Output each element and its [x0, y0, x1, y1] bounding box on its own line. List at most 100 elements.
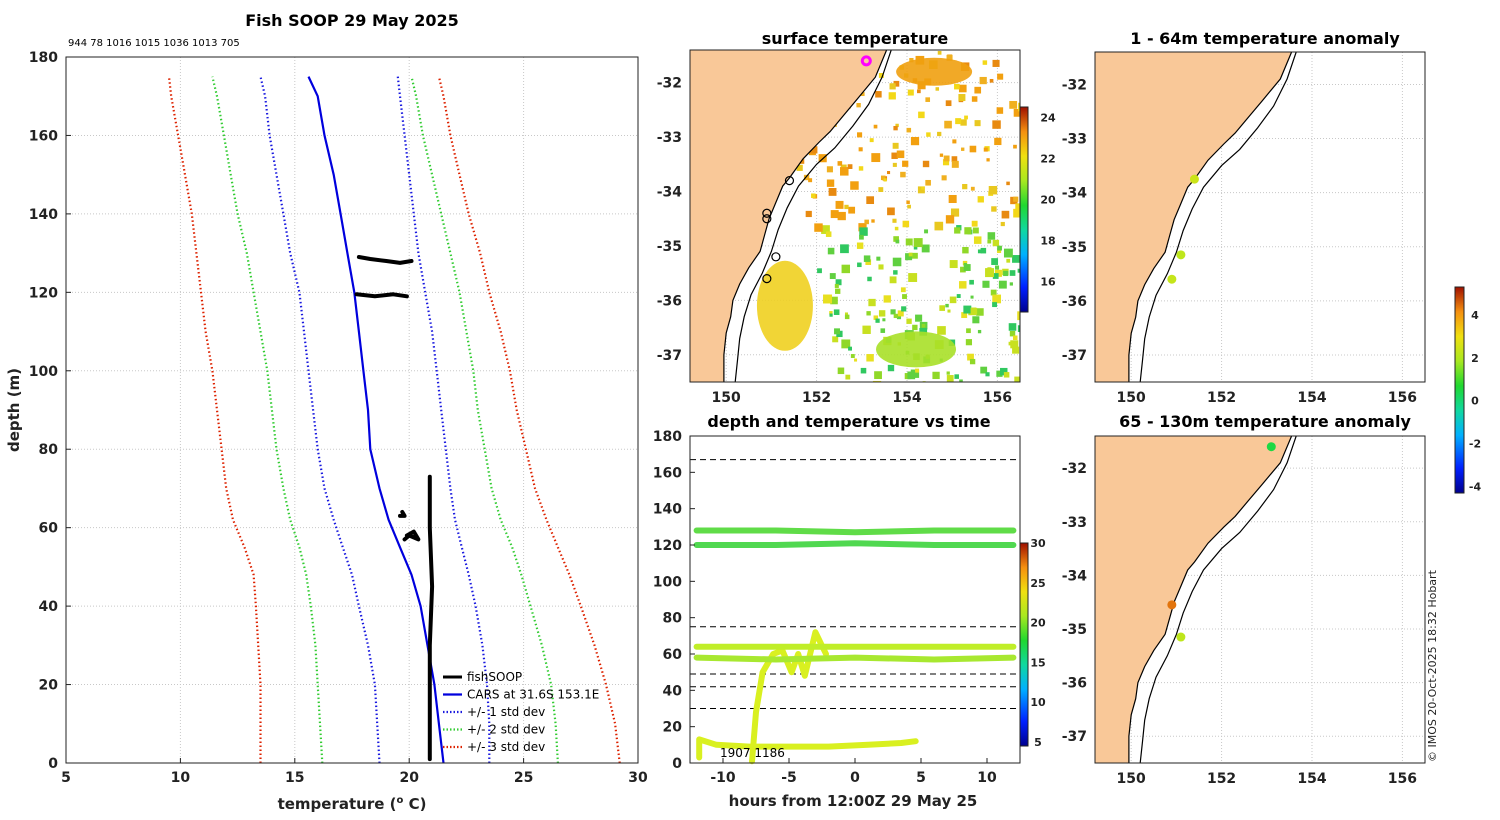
- sst-pixel: [882, 318, 886, 322]
- sst-pixel: [972, 227, 979, 234]
- sst-pixel: [889, 276, 897, 284]
- dt-colorbar-tick: 10: [1030, 696, 1046, 709]
- sst-pixel: [913, 238, 923, 248]
- sst-pixel: [866, 196, 875, 205]
- profile-series--1-std-dev: [259, 76, 381, 764]
- sst-pixel: [964, 227, 972, 235]
- sst-pixel: [1013, 109, 1020, 117]
- dt-xtick-label: 0: [850, 770, 860, 786]
- sst-ytick-label: -36: [657, 293, 682, 309]
- sst-pixel: [902, 294, 907, 299]
- sst-pixel: [1003, 270, 1009, 277]
- sst-pixel: [996, 107, 1004, 114]
- sst-pixel: [939, 305, 945, 311]
- sst-pixel: [829, 313, 833, 317]
- sst-pixel: [962, 246, 969, 254]
- a2-point-1: [1167, 600, 1177, 610]
- sst-pixel: [810, 146, 818, 154]
- profile-series-fishsoop-cluster-119m: [354, 292, 409, 299]
- sst-pixel: [841, 264, 851, 274]
- a1-ytick-label: -37: [1062, 348, 1087, 364]
- profile-xtick-label: 5: [61, 770, 71, 786]
- sst-pixel: [960, 266, 966, 273]
- a1-xtick-label: 154: [1297, 390, 1326, 406]
- sst-land: [690, 50, 887, 382]
- sst-pixel: [987, 239, 992, 244]
- sst-station-2: [762, 208, 772, 218]
- sst-pixel: [895, 123, 899, 128]
- dt-ytick-label: 20: [663, 720, 683, 736]
- sst-pixel: [840, 244, 849, 254]
- sst-pixel: [1009, 270, 1016, 276]
- sst-pixel: [829, 311, 833, 315]
- deep-anomaly-panel: 150 152 154 156 -32 -33 -34 -35 -36 -37 65 - 130m …: [1062, 412, 1426, 787]
- sst-pixel: [883, 295, 891, 303]
- profile-xtick-label: 20: [399, 770, 419, 786]
- sst-pixel: [951, 160, 959, 168]
- sst-pixel: [958, 94, 966, 102]
- sst-station-4: [771, 252, 781, 262]
- sst-pixel: [987, 232, 996, 240]
- profile-ytick-label: 180: [29, 50, 58, 66]
- sst-shelf-contour: [734, 50, 892, 382]
- dt-track-2: [693, 654, 1017, 663]
- sst-pixel: [862, 325, 871, 334]
- sst-pixel: [907, 371, 916, 380]
- sst-pixel: [963, 262, 967, 267]
- sst-pixel: [887, 171, 891, 175]
- profile-ytick-label: 160: [29, 128, 58, 144]
- sst-xtick-label: 156: [983, 390, 1012, 406]
- sst-pixel: [925, 97, 931, 102]
- sst-pixel: [895, 239, 900, 244]
- a2-frame: [1094, 435, 1426, 764]
- sst-pixel: [890, 309, 896, 315]
- sst-pixel: [997, 248, 1002, 254]
- sst-pixel: [917, 81, 926, 90]
- sst-pixel: [821, 225, 830, 234]
- sst-pixel: [896, 150, 905, 159]
- legend-entry-1: CARS at 31.6S 153.1E: [467, 688, 599, 702]
- sst-pixel: [875, 91, 882, 98]
- sst-pixel: [880, 328, 886, 333]
- sst-pixel: [848, 206, 856, 214]
- legend-entry-4: +/- 3 std dev: [467, 740, 545, 754]
- sst-pixel: [833, 309, 840, 315]
- sst-pixel: [893, 125, 898, 131]
- sst-pixel: [858, 223, 867, 232]
- sst-pixel: [825, 231, 832, 237]
- sst-pixel: [901, 306, 907, 312]
- sst-pixel: [887, 364, 895, 372]
- a2-shelf-contour: [1139, 436, 1297, 763]
- sst-pixel: [971, 220, 978, 227]
- sst-pixel: [915, 368, 920, 373]
- sst-pixel: [909, 57, 914, 63]
- sst-pixel: [986, 158, 990, 162]
- sst-pixel: [979, 76, 987, 85]
- sst-pixel: [872, 380, 882, 382]
- sst-pixel: [924, 229, 929, 234]
- a1-coastline: [1128, 52, 1293, 382]
- sst-pixel: [867, 276, 872, 282]
- dt-track-5: [693, 527, 1017, 536]
- sst-pixel: [1013, 144, 1017, 149]
- sst-pixel: [826, 179, 835, 187]
- dt-xtick-label: 10: [977, 770, 997, 786]
- sst-ytick-label: -32: [657, 76, 682, 92]
- sst-pixel: [926, 132, 931, 137]
- sst-pixel: [921, 323, 926, 328]
- sst-pixel: [1008, 323, 1017, 331]
- sst-pixel: [854, 358, 858, 362]
- anomaly-colorbar-frame: [1454, 286, 1465, 494]
- profile-xtick-label: 25: [514, 770, 533, 786]
- sst-station-5: [762, 273, 772, 284]
- sst-pixel: [937, 131, 942, 137]
- profile-series-cars-at-31-6s-153-1e: [307, 76, 445, 764]
- sst-pixel: [974, 86, 982, 94]
- sst-pixel: [860, 367, 867, 374]
- sst-pixel: [959, 281, 967, 289]
- legend-entry-3: +/- 2 std dev: [467, 723, 545, 737]
- sst-pixel: [977, 249, 982, 254]
- profile-frame: [65, 56, 639, 764]
- sst-pixel: [997, 73, 1004, 80]
